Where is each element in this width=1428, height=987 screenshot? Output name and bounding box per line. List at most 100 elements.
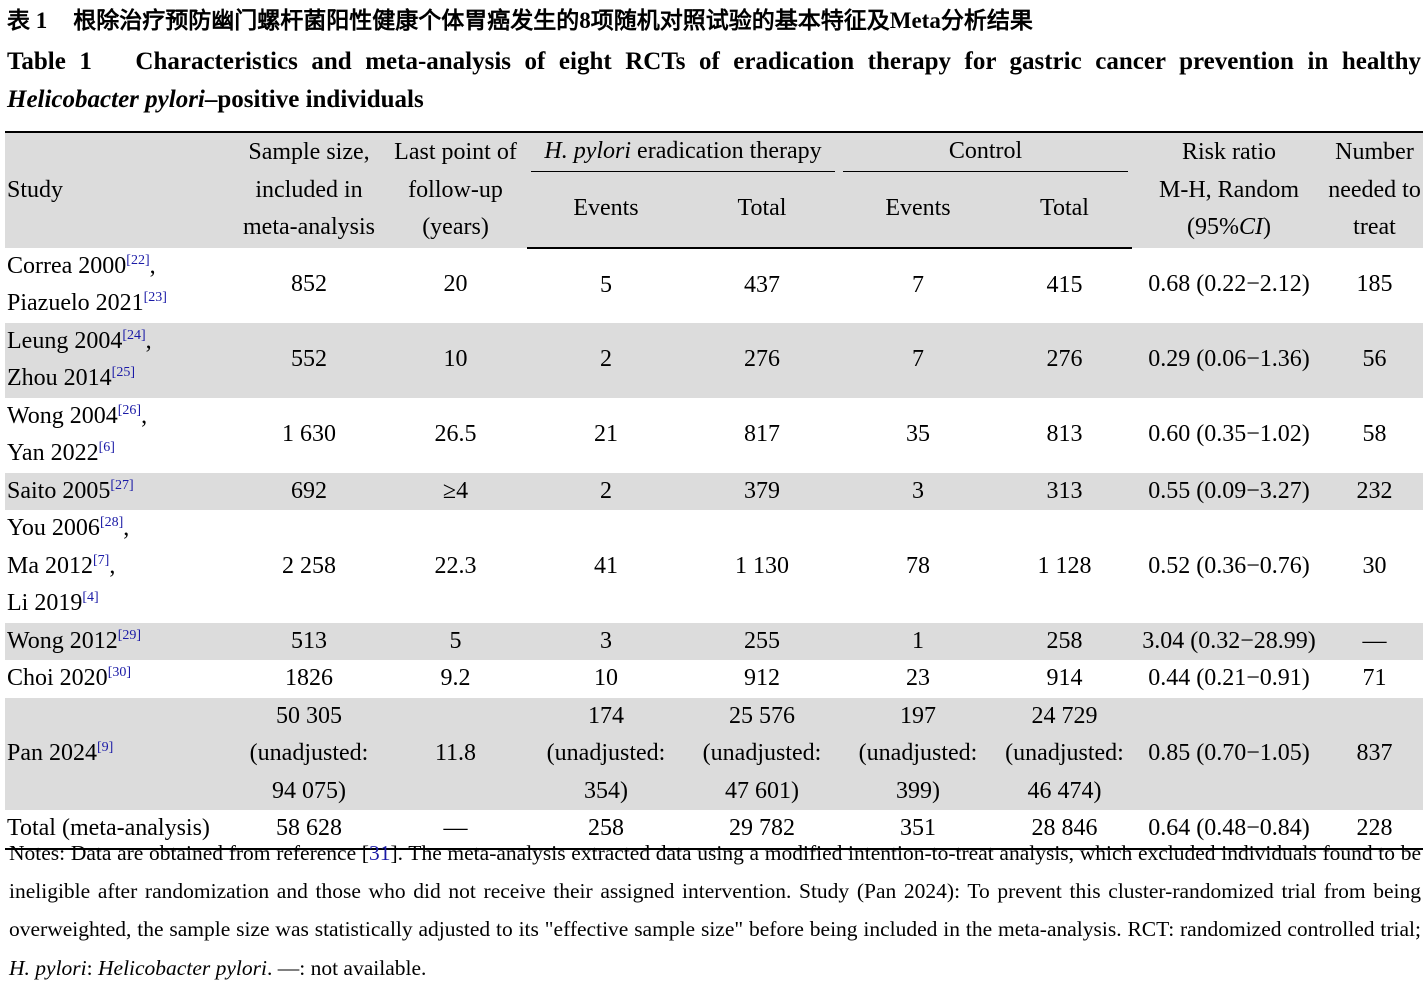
cell-line: 692 [291,477,327,504]
cell-line: 0.85 (0.70−1.05) [1148,740,1310,766]
text-segment: Helicobacter pylori [7,86,205,113]
text-segment: –positive individuals [204,86,424,113]
table-cell: 185 [1326,248,1423,323]
table-cell: 197 (unadjusted: 399) [839,698,997,811]
table-row: Leung 2004[24], Zhou 2014[25] 552 10 2 276 7 27… [5,322,1423,398]
table-cell: 0.64 (0.48−0.84) [1132,810,1326,849]
study-name: Ma 2012 [7,552,93,579]
group-header: Control [839,132,1132,172]
cell-line: 185 [1356,271,1393,298]
table-cell: 71 [1326,660,1423,698]
header-cell: Events [527,171,685,249]
header-cell: Total [685,171,839,249]
study-cell: Wong 2012[29] [5,623,234,661]
table-cell: 23 [839,660,997,698]
text-segment: H. pylori [9,955,87,980]
cell-line: 5 [449,627,462,654]
table-cell: 58 628 [234,810,384,849]
cell-line: Sample size, [248,139,370,165]
header-cell: Risk ratio M-H, Random (95%CI) [1132,132,1326,248]
header-cell: Last point of follow-up (years) [384,132,527,248]
table-cell: 0.68 (0.22−2.12) [1132,248,1326,323]
cell-line: 24 729 [1031,702,1098,729]
reference: [27] [110,477,134,493]
text-segment: ]. The meta-analysis extracted data usin… [9,841,1421,942]
cell-line: 817 [744,421,780,448]
table-cell: 174 (unadjusted: 354) [527,698,685,811]
cell-line: 9.2 [440,665,471,691]
cell-line: 10 [594,665,618,691]
reference: [9] [97,740,114,755]
table-cell: 255 [685,623,839,661]
reference: [6] [98,440,115,455]
study-name: Piazuelo 2021 [7,290,144,316]
cell-line: 174 [588,702,624,729]
table-cell: 3 [527,623,685,661]
cell-line: Events [573,195,639,222]
cell-line: 11.8 [434,740,477,766]
study-name: Saito 2005 [7,477,111,504]
table-cell: 58 [1326,398,1423,473]
table-row: Wong 2012[29] 513 5 3 255 1 258 3.04 (0.32−28.9… [5,622,1423,661]
cell-line: — [1362,627,1387,654]
table-cell: 26.5 [384,398,527,473]
cell-line: 23 [906,665,930,691]
cell-line: 0.52 (0.36−0.76) [1148,552,1310,579]
cell-line: Total [737,195,787,222]
table-cell: 552 [234,323,384,398]
study-name-line: Saito 2005[27] [7,473,234,511]
table-cell: 2 [527,473,685,511]
text-segment: (95% [1187,214,1239,240]
study-name-line: Zhou 2014[25] [7,360,234,398]
cell-line: 94 075) [272,777,346,804]
cell-line: 29 782 [729,815,795,841]
reference: [23] [143,290,167,305]
cell-line: 552 [291,346,327,373]
cell-line: 912 [744,665,780,691]
table-cell: 35 [839,398,997,473]
cell-line: 228 [1356,815,1393,841]
table-row: Total (meta-analysis) 58 628 — 258 29 782 351… [5,810,1423,849]
cell-line: Total [1040,195,1089,222]
cell-line: Number [1335,139,1414,165]
text-segment: Helicobacter pylori [98,955,267,980]
notes: Notes: Data are obtained from reference … [9,834,1421,987]
study-name: Choi 2020 [7,665,108,691]
cell-line: 2 [600,477,612,504]
table-cell: 28 846 [997,810,1132,849]
study-name: You 2006 [7,515,100,541]
study-cell: Leung 2004[24], Zhou 2014[25] [5,323,234,398]
table-cell: 1 [839,623,997,661]
table-cell: 24 729 (unadjusted: 46 474) [997,698,1132,811]
reference: [24] [122,327,146,343]
study-name-line: Wong 2004[26], [7,398,234,436]
header-cell: Sample size, included in meta-analysis [234,132,384,248]
study-name: Wong 2012 [7,627,118,654]
cell-line: needed to [1328,176,1421,203]
table-cell: 351 [839,810,997,849]
study-name: Zhou 2014 [7,365,112,391]
cell-line: 71 [1362,665,1387,691]
reference: [26] [117,402,142,418]
cell-line: Control [948,138,1023,164]
cell-line: 7 [912,271,924,298]
table-cell: 912 [685,660,839,698]
table-cell: 9.2 [384,660,527,698]
table-cell: 11.8 [384,698,527,811]
cell-line: M-H, Random [1159,176,1299,203]
cell-line: (unadjusted: [1005,740,1124,766]
table-cell: 1 130 [685,510,839,623]
cell-line: 837 [1356,740,1393,766]
table-cell: ≥4 [384,473,527,511]
cell-line: 5 [600,271,612,298]
cell-line: 10 [443,346,468,373]
cell-line: (unadjusted: [858,740,978,766]
cell-line: 46 474) [1027,777,1102,804]
table-cell: 7 [839,248,997,323]
table-cell: 0.85 (0.70−1.05) [1132,698,1326,811]
table-cell: 41 [527,510,685,623]
cell-line: ≥4 [442,477,469,504]
table-cell: 1 128 [997,510,1132,623]
table-row: Choi 2020[30] 1826 9.2 10 912 23 914 0.44 (0.21… [5,660,1423,698]
